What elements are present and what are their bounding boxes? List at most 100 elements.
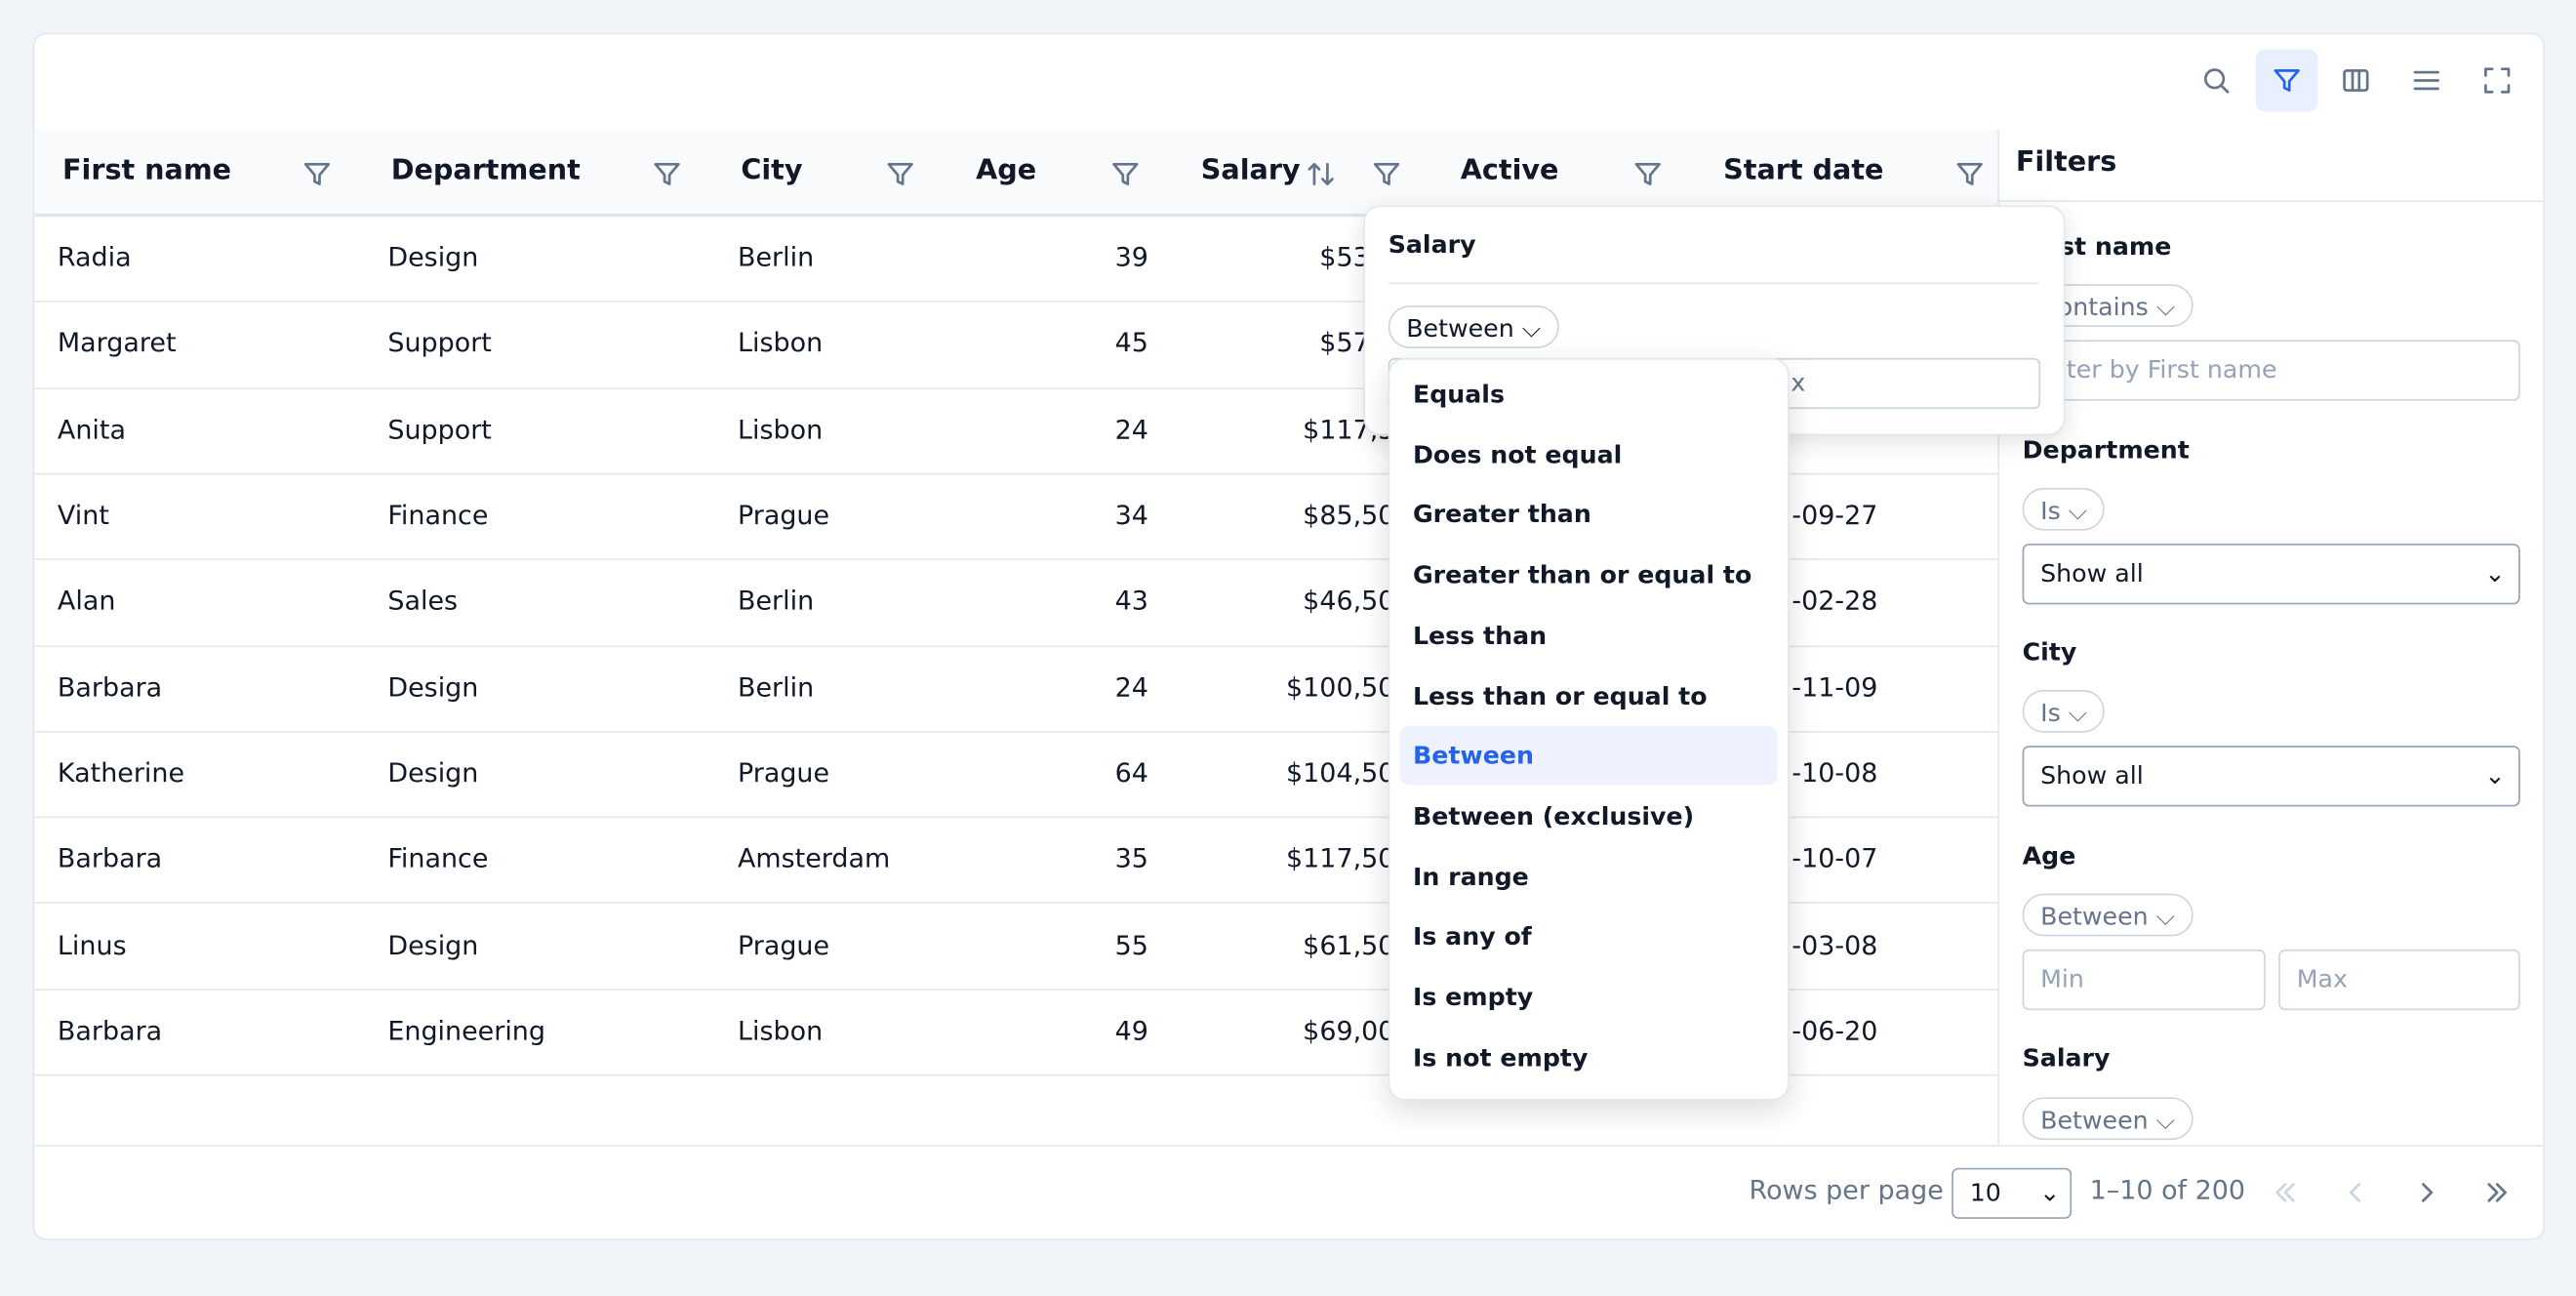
cell: -03-08 [1791,928,1878,960]
filter-label: Salary [2022,1042,2111,1073]
chip-text: Between [1406,313,1514,344]
cell: Alan [57,585,116,617]
chip-text: Is [2040,496,2061,526]
operator-chip[interactable]: Is ⌵ [2022,689,2106,733]
density-button[interactable] [2412,65,2441,95]
divider [1388,282,2039,285]
cell: Lisbon [737,413,824,445]
cell: Design [387,241,479,273]
cell: Margaret [57,327,177,359]
popover-title: Salary [1388,229,1476,260]
column-filter-button[interactable] [652,159,681,188]
column-filter-button[interactable] [1633,159,1663,188]
column-header[interactable]: Department [390,154,581,187]
operator-chip[interactable]: Between ⌵ [2022,1097,2194,1141]
cell: 24 [1114,670,1148,703]
cell: Berlin [737,585,815,617]
column-header[interactable]: Active [1460,154,1559,187]
next-page[interactable] [2412,1178,2441,1207]
select[interactable]: Show all ⌄ [2022,746,2520,807]
cell: $85,50 [1303,499,1395,531]
cell: Finance [387,499,489,531]
cell: -09-27 [1791,499,1878,531]
menu-option[interactable]: Is not empty [1412,1042,1589,1073]
menu-option[interactable]: Greater than [1412,500,1591,530]
column-header[interactable]: Age [976,154,1037,187]
cell: Amsterdam [737,842,891,874]
cell: Barbara [57,670,163,703]
operator-chip[interactable]: Between ⌵ [2022,893,2194,937]
column-header[interactable]: Start date [1723,154,1884,187]
cell: 34 [1114,499,1148,531]
menu-option[interactable]: Greater than or equal to [1412,560,1752,590]
row-divider [34,902,2000,905]
menu-option[interactable]: Between (exclusive) [1412,801,1695,831]
cell: Vint [57,499,109,531]
sort-icon[interactable] [1307,159,1336,188]
text-input[interactable]: Filter by First name [2022,340,2520,401]
menu-option[interactable]: Does not equal [1412,439,1623,469]
menu-option[interactable]: Is any of [1412,921,1532,952]
cell: Katherine [57,756,185,789]
column-filter-button[interactable] [302,159,332,188]
cell: Berlin [737,241,815,273]
max-input[interactable]: Max [2278,949,2520,1011]
menu-option[interactable]: Is empty [1412,982,1534,1012]
column-filter-button[interactable] [1372,159,1401,188]
fullscreen-button[interactable] [2482,65,2512,95]
cell: Anita [57,413,126,445]
menu-option[interactable]: Less than or equal to [1412,680,1708,710]
column-header[interactable]: Salary [1200,154,1301,187]
cell: Design [387,928,479,960]
header-row: First name Department City Age Salary Active S… [34,129,2000,218]
column-filter-button[interactable] [1110,159,1140,188]
cell: Engineering [387,1014,545,1046]
cell: Design [387,756,479,789]
menu-option[interactable]: Less than [1412,620,1548,651]
menu-option[interactable]: Between [1412,741,1534,771]
operator-chip[interactable]: Is ⌵ [2022,487,2106,531]
select-value: Show all [2040,760,2144,790]
cell: 35 [1114,842,1148,874]
select[interactable]: Show all ⌄ [2022,544,2520,605]
menu-option[interactable]: In range [1412,861,1529,892]
cell: Design [387,670,479,703]
operator-chip[interactable]: Between ⌵ [1388,305,1559,348]
cell: $117,50 [1286,842,1395,874]
rows-per-page-select[interactable]: 10 ⌄ [1952,1167,2073,1219]
first-page[interactable] [2271,1178,2300,1207]
cell: Prague [737,756,830,789]
min-input[interactable]: Min [2022,949,2266,1011]
menu-option[interactable]: Equals [1412,379,1506,410]
cell: Support [387,327,492,359]
column-header[interactable]: City [741,154,803,187]
filter-toggle-bg[interactable] [2255,49,2318,112]
cell: $61,50 [1303,928,1395,960]
cell: $46,50 [1303,585,1395,617]
cell: -10-07 [1791,842,1878,874]
column-filter-button[interactable] [1955,159,1985,188]
filter-label: City [2022,637,2077,668]
cell: $104,50 [1286,756,1395,789]
cell: 24 [1114,413,1148,445]
chip-text: Between [2040,1105,2149,1136]
cell: Prague [737,928,830,960]
prev-page[interactable] [2341,1178,2370,1207]
divider [1999,200,2544,203]
cell: -06-20 [1791,1014,1878,1046]
cell: 43 [1114,585,1148,617]
search-button[interactable] [2201,65,2231,95]
last-page[interactable] [2482,1178,2512,1207]
column-header[interactable]: First name [61,154,232,187]
column-filter-button[interactable] [885,159,914,188]
cell: Lisbon [737,1014,824,1046]
filters-panel: Filters First name Contains ⌵ Filter by … [1999,130,2544,1145]
columns-button[interactable] [2341,65,2370,95]
chip-text: Between [2040,902,2149,932]
filter-button[interactable] [2273,65,2302,95]
row-divider [34,988,2000,991]
row-divider [34,558,2000,561]
cell: -02-28 [1791,585,1878,617]
